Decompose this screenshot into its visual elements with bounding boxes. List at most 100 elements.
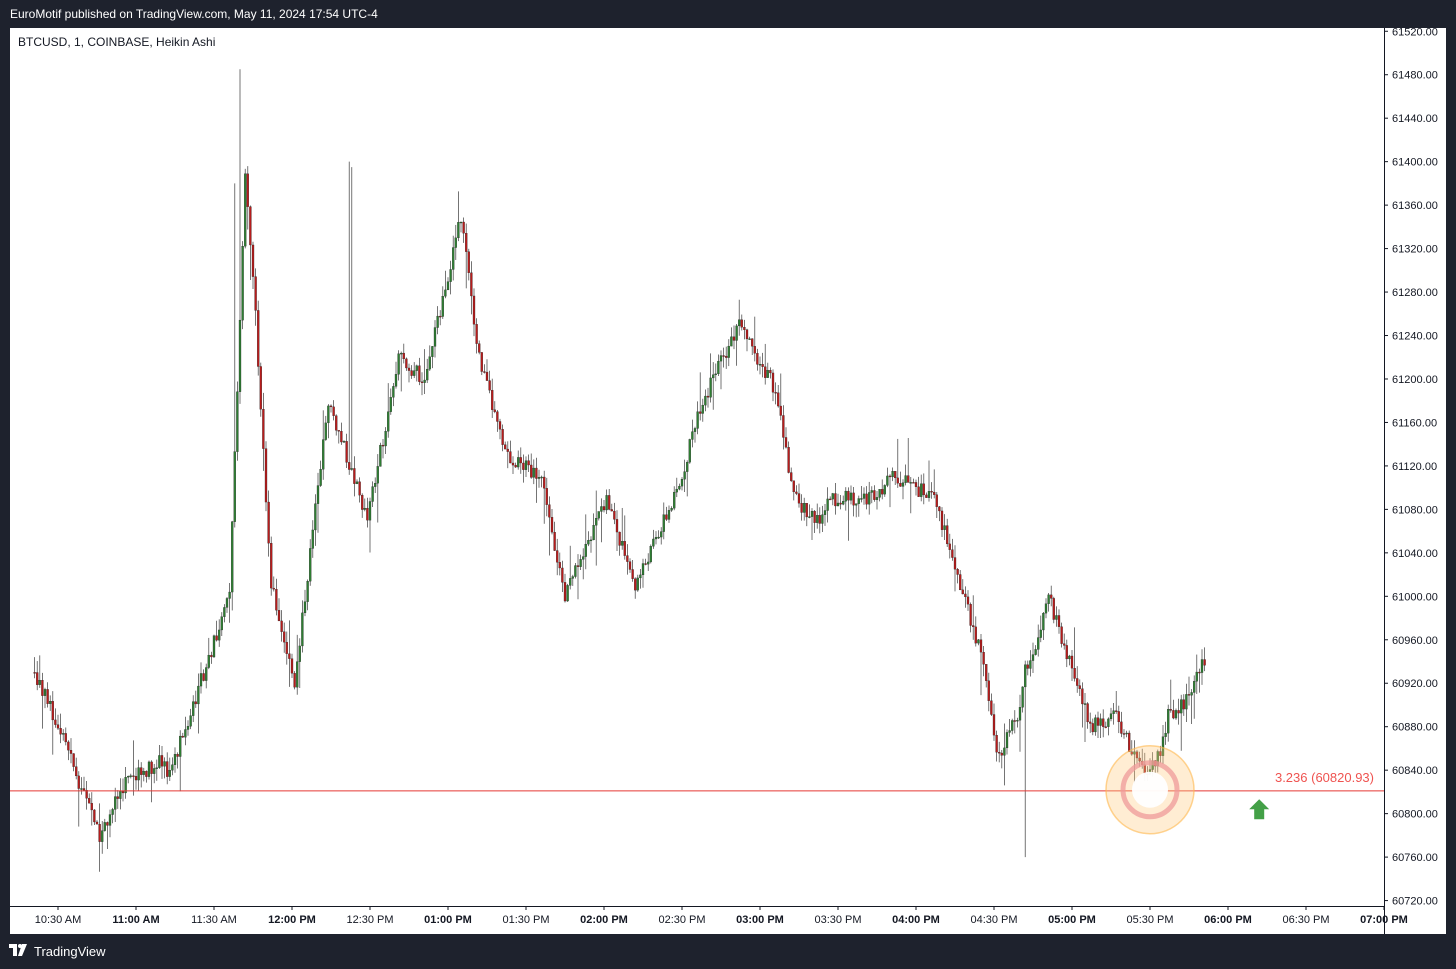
candle-body	[836, 502, 840, 507]
candle-body	[82, 788, 86, 791]
candle-body	[779, 405, 782, 416]
time-tick-label: 03:00 PM	[736, 914, 784, 926]
candle-body	[813, 510, 816, 523]
time-tick-label: 12:00 PM	[268, 914, 316, 926]
candle-body	[665, 514, 668, 520]
candle-body	[493, 409, 496, 412]
candle-body	[236, 391, 239, 452]
candle-body	[1068, 655, 1071, 660]
candle-body	[111, 809, 114, 815]
candle-body	[842, 501, 845, 505]
candle-body	[948, 543, 951, 550]
candle-body	[1159, 751, 1162, 756]
candle-body	[735, 325, 738, 341]
candle-body	[108, 814, 112, 826]
candle-body	[43, 689, 47, 696]
candle-body	[1109, 713, 1113, 720]
candle-body	[1096, 717, 1100, 726]
candle-body	[218, 629, 221, 641]
candle-body	[904, 475, 907, 483]
candle-body	[1133, 751, 1136, 755]
candle-body	[823, 510, 827, 515]
candle-body	[761, 364, 764, 367]
candle-body	[605, 495, 608, 511]
candle-body	[231, 521, 234, 593]
candle-body	[558, 562, 561, 569]
candle-body	[431, 346, 434, 357]
candle-body	[631, 569, 634, 579]
candle-body	[1044, 603, 1048, 614]
candle-body	[46, 689, 49, 704]
candle-body	[301, 612, 304, 647]
candle-body	[686, 462, 689, 472]
candle-body	[1031, 654, 1035, 661]
candle-body	[189, 715, 192, 727]
price-tick-label: 61440.00	[1392, 113, 1438, 125]
candle-body	[129, 775, 132, 777]
candle-body	[1130, 751, 1133, 755]
candle-body	[953, 557, 957, 570]
candle-body	[150, 761, 153, 774]
candle-body	[420, 381, 424, 383]
candle-body	[1016, 720, 1019, 722]
candle-body	[496, 411, 499, 422]
price-tick-label: 60760.00	[1392, 852, 1438, 864]
candle-body	[251, 244, 255, 277]
candle-body	[41, 680, 44, 696]
candle-body	[1086, 703, 1089, 723]
candle-body	[259, 366, 262, 410]
candle-body	[199, 673, 203, 687]
candle-body	[979, 639, 983, 653]
candle-body	[353, 468, 356, 484]
candle-body	[569, 578, 572, 586]
candle-body	[433, 327, 437, 347]
time-axis[interactable]	[10, 906, 1384, 935]
candle-body	[701, 404, 704, 414]
candle-body	[394, 374, 398, 387]
candle-body	[1200, 659, 1204, 673]
candle-body	[1120, 721, 1123, 734]
candle-body	[387, 411, 390, 432]
candle-body	[691, 431, 694, 440]
candle-body	[896, 477, 899, 484]
candle-body	[878, 489, 881, 498]
candle-body	[829, 498, 832, 501]
price-tick-label: 60800.00	[1392, 809, 1438, 821]
candle-body	[379, 444, 382, 467]
candle-body	[197, 685, 200, 705]
candle-body	[166, 761, 169, 777]
candle-body	[88, 798, 91, 804]
candle-body	[704, 395, 707, 406]
candle-body	[758, 364, 762, 366]
candle-body	[116, 796, 119, 799]
candle-body	[808, 516, 811, 518]
candle-body	[345, 441, 348, 463]
candle-body	[114, 796, 117, 810]
candle-body	[173, 754, 177, 765]
candle-body	[410, 370, 413, 376]
plot-area[interactable]	[10, 28, 1384, 906]
candle-body	[220, 616, 223, 631]
candle-body	[662, 514, 665, 532]
candle-body	[192, 701, 195, 716]
candle-body	[1060, 626, 1063, 644]
price-tick-label: 60960.00	[1392, 635, 1438, 647]
candle-body	[816, 515, 819, 523]
candle-body	[886, 475, 889, 486]
candle-body	[457, 222, 460, 239]
candle-body	[75, 766, 78, 777]
candle-body	[1203, 659, 1206, 666]
candle-body	[207, 654, 210, 668]
candle-body	[849, 492, 853, 501]
candle-body	[933, 491, 936, 495]
candle-body	[974, 626, 977, 644]
candle-body	[285, 641, 288, 654]
candle-body	[712, 374, 715, 379]
candle-body	[852, 492, 855, 506]
candle-body	[1164, 732, 1167, 737]
price-axis[interactable]	[1384, 28, 1447, 934]
candle-body	[670, 508, 673, 511]
candle-body	[1065, 645, 1068, 660]
candle-body	[1161, 736, 1165, 756]
candle-body	[348, 462, 351, 470]
